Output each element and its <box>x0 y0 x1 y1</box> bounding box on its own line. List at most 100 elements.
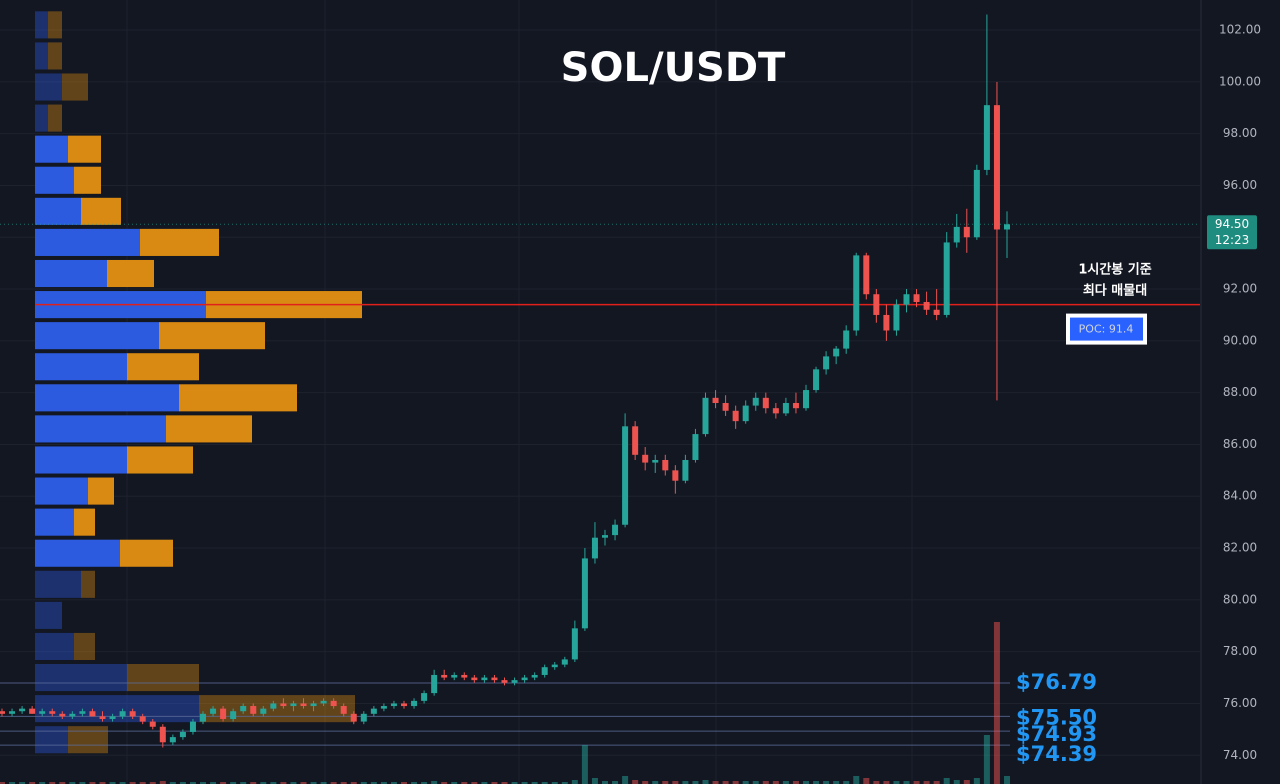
volume-bar <box>893 781 900 784</box>
volume-bar <box>752 781 759 784</box>
y-tick-label: 78.00 <box>1223 644 1257 658</box>
volume-bar <box>290 782 297 784</box>
candle-body <box>632 426 639 455</box>
candle-body <box>913 294 920 302</box>
candle-body <box>149 721 156 727</box>
y-tick-label: 92.00 <box>1223 282 1257 296</box>
candle-body <box>501 680 508 683</box>
y-tick-label: 100.00 <box>1219 74 1261 88</box>
volume-bar <box>1004 776 1010 784</box>
volume-bar <box>39 782 46 784</box>
level-label: $75.50 <box>1016 705 1097 729</box>
price-tag-countdown: 12:23 <box>1215 233 1250 247</box>
candle-body <box>662 459 669 471</box>
profile-buy <box>35 11 48 39</box>
volume-bar <box>169 782 176 784</box>
profile-buy <box>35 477 88 505</box>
volume-bar <box>642 781 649 784</box>
candle-body <box>320 700 327 704</box>
candle-body <box>240 706 247 712</box>
volume-bar <box>903 781 910 784</box>
profile-sell <box>74 166 101 194</box>
poc-box <box>1070 317 1143 341</box>
candle-body <box>109 716 116 719</box>
candle-body <box>762 397 769 409</box>
volume-bar <box>0 782 5 784</box>
candle-body <box>833 348 840 357</box>
candle-body <box>260 708 267 714</box>
profile-sell <box>127 446 193 474</box>
candle-body <box>622 426 629 525</box>
volume-bar <box>923 781 930 784</box>
candle-body <box>873 294 880 315</box>
volume-bar <box>853 776 860 784</box>
volume-bar <box>652 781 659 784</box>
candle-body <box>561 659 568 665</box>
y-tick-label: 102.00 <box>1219 23 1261 37</box>
candle-body <box>652 459 659 463</box>
volume-bar <box>179 782 186 784</box>
candle-body <box>692 434 699 460</box>
y-tick-label: 90.00 <box>1223 333 1257 347</box>
volume-bar <box>953 780 960 784</box>
volume-bar <box>159 781 166 784</box>
volume-bar <box>732 781 739 784</box>
y-tick-label: 74.00 <box>1223 748 1257 762</box>
volume-bar <box>330 782 337 784</box>
volume-bar <box>431 781 438 784</box>
volume-bar <box>230 782 237 784</box>
candle-body <box>612 524 619 536</box>
profile-buy <box>35 384 179 412</box>
volume-bar <box>250 782 257 784</box>
y-tick-label: 86.00 <box>1223 437 1257 451</box>
candle-body <box>782 403 789 414</box>
profile-buy <box>35 664 127 692</box>
volume-bar <box>200 782 206 784</box>
candle-body <box>732 410 739 422</box>
volume-bar <box>260 782 267 784</box>
candle-body <box>401 703 407 707</box>
candle-body <box>591 537 598 559</box>
volume-bar <box>69 782 76 784</box>
y-tick-label: 80.00 <box>1223 592 1257 606</box>
volume-bar <box>79 782 86 784</box>
y-tick-label: 96.00 <box>1223 178 1257 192</box>
candle-body <box>0 711 5 714</box>
candle-body <box>350 713 357 722</box>
volume-bar <box>300 782 307 784</box>
candle-body <box>752 397 759 406</box>
candle-body <box>310 703 317 707</box>
volume-bar <box>49 782 56 784</box>
candle-body <box>49 711 56 714</box>
candle-body <box>340 706 347 714</box>
volume-bar <box>401 782 407 784</box>
volume-bar <box>139 782 146 784</box>
volume-bar <box>772 781 779 784</box>
candle-body <box>270 703 277 709</box>
volume-bar <box>662 781 669 784</box>
profile-sell <box>127 353 199 381</box>
profile-buy <box>35 415 166 443</box>
profile-sell <box>127 664 199 692</box>
volume-bar <box>280 782 287 784</box>
profile-buy <box>35 104 48 132</box>
volume-bar <box>823 781 830 784</box>
volume-bar <box>89 782 96 784</box>
candle-body <box>79 711 86 714</box>
profile-buy <box>35 570 81 598</box>
volume-bar <box>973 778 980 784</box>
candle-body <box>943 242 950 315</box>
candle-body <box>39 711 46 714</box>
candle-body <box>29 708 36 714</box>
profile-sell <box>48 11 62 39</box>
volume-bar <box>9 782 16 784</box>
volume-bar <box>792 781 799 784</box>
profile-sell <box>120 539 173 567</box>
candle-body <box>903 294 910 305</box>
candle-body <box>481 677 488 681</box>
volume-bar <box>933 781 940 784</box>
volume-bar <box>622 776 629 784</box>
candle-body <box>250 706 257 714</box>
candle-body <box>380 706 387 709</box>
volume-bar <box>380 782 387 784</box>
